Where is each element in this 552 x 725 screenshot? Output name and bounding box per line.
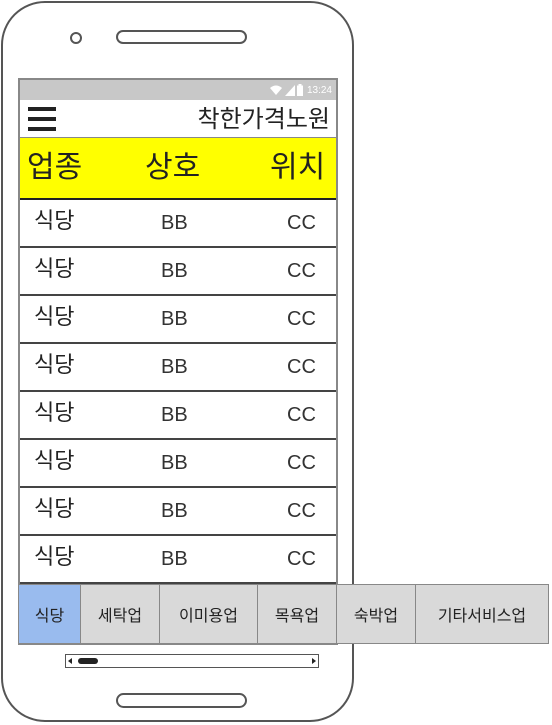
table-row[interactable]: 식당 BB CC — [20, 200, 336, 248]
row-location: CC — [287, 212, 316, 234]
row-location: CC — [287, 500, 316, 522]
table-header: 업종 상호 위치 — [20, 138, 336, 200]
row-category: 식당 — [34, 497, 75, 522]
hamburger-menu-icon[interactable] — [28, 107, 56, 131]
tab-beauty[interactable]: 이미용업 — [159, 584, 258, 644]
horizontal-scrollbar[interactable] — [65, 654, 319, 668]
row-category: 식당 — [34, 449, 75, 474]
tab-laundry[interactable]: 세탁업 — [80, 584, 160, 644]
row-location: CC — [287, 260, 316, 282]
scroll-right-icon[interactable] — [312, 658, 316, 664]
row-business-name: BB — [161, 308, 188, 330]
row-category: 식당 — [34, 353, 75, 378]
app-bar: 착한가격노원 — [20, 100, 336, 138]
app-title: 착한가격노원 — [197, 105, 330, 133]
row-business-name: BB — [161, 548, 188, 570]
table-row[interactable]: 식당 BB CC — [20, 344, 336, 392]
table-row[interactable]: 식당 BB CC — [20, 536, 336, 584]
category-tab-bar: 식당 세탁업 이미용업 목욕업 숙박업 기타서비스업 — [18, 584, 549, 644]
row-business-name: BB — [161, 260, 188, 282]
status-bar: 13:24 — [20, 80, 336, 100]
battery-icon — [296, 84, 303, 96]
table-body: 식당 BB CC 식당 BB CC 식당 BB CC 식당 BB CC 식당 B… — [20, 200, 336, 584]
wifi-icon — [269, 85, 282, 95]
header-location: 위치 — [270, 150, 326, 185]
row-business-name: BB — [161, 404, 188, 426]
status-icons: 13:24 — [269, 83, 332, 97]
scroll-left-icon[interactable] — [68, 658, 72, 664]
home-button[interactable] — [116, 693, 247, 708]
row-business-name: BB — [161, 212, 188, 234]
table-row[interactable]: 식당 BB CC — [20, 296, 336, 344]
row-category: 식당 — [34, 545, 75, 570]
row-location: CC — [287, 356, 316, 378]
table-row[interactable]: 식당 BB CC — [20, 488, 336, 536]
table-row[interactable]: 식당 BB CC — [20, 392, 336, 440]
table-row[interactable]: 식당 BB CC — [20, 440, 336, 488]
row-business-name: BB — [161, 356, 188, 378]
row-business-name: BB — [161, 452, 188, 474]
speaker-grille — [116, 30, 247, 44]
row-category: 식당 — [34, 305, 75, 330]
camera-icon — [70, 32, 82, 44]
header-business-name: 상호 — [145, 150, 201, 185]
row-category: 식당 — [34, 257, 75, 282]
tab-restaurant[interactable]: 식당 — [18, 584, 81, 644]
row-location: CC — [287, 404, 316, 426]
row-location: CC — [287, 308, 316, 330]
header-category: 업종 — [27, 150, 83, 185]
signal-icon — [284, 85, 295, 96]
row-location: CC — [287, 452, 316, 474]
tab-lodging[interactable]: 숙박업 — [336, 584, 416, 644]
row-location: CC — [287, 548, 316, 570]
status-time: 13:24 — [306, 84, 332, 96]
table-row[interactable]: 식당 BB CC — [20, 248, 336, 296]
tab-other-services[interactable]: 기타서비스업 — [415, 584, 549, 644]
row-category: 식당 — [34, 209, 75, 234]
row-category: 식당 — [34, 401, 75, 426]
tab-bath[interactable]: 목욕업 — [257, 584, 337, 644]
row-business-name: BB — [161, 500, 188, 522]
scrollbar-thumb[interactable] — [78, 658, 98, 664]
app-screen: 13:24 착한가격노원 업종 상호 위치 식당 BB CC 식당 BB CC … — [18, 78, 338, 645]
